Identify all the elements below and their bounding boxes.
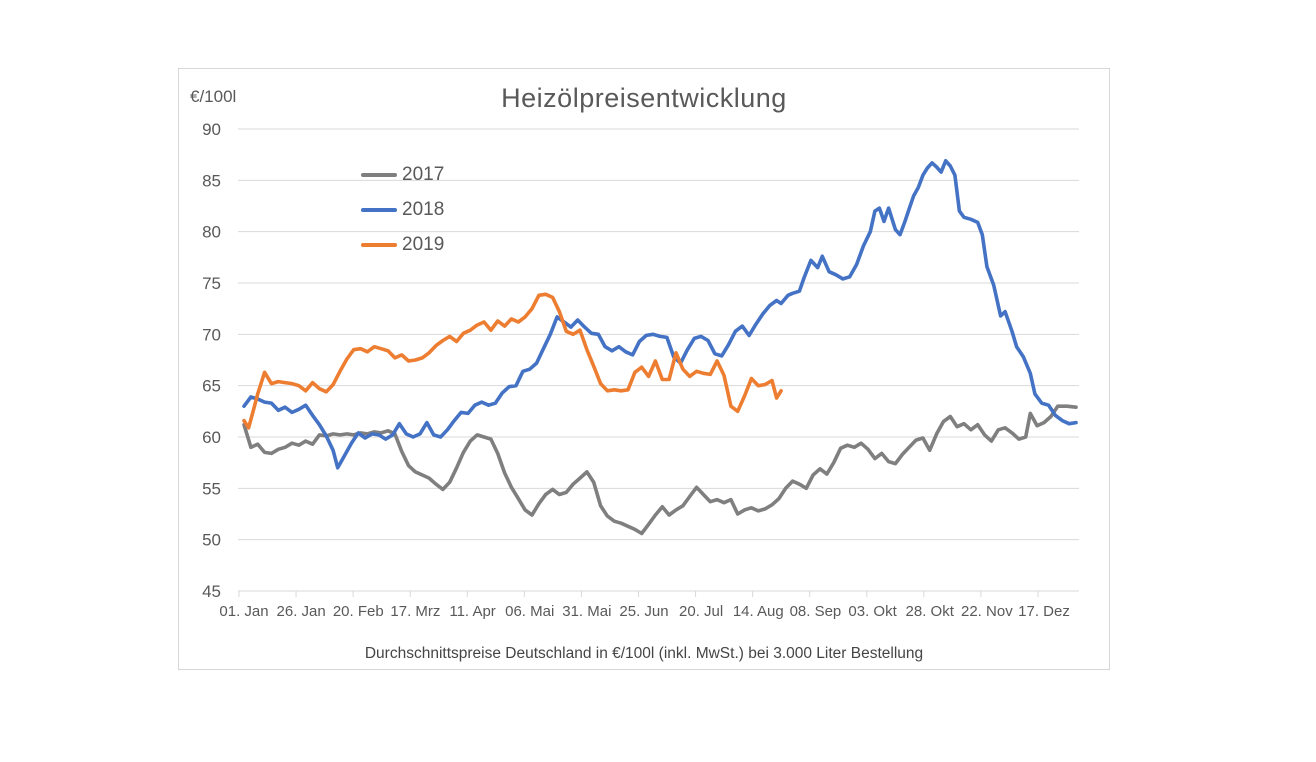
svg-text:85: 85: [202, 171, 221, 190]
chart-caption: Durchschnittspreise Deutschland in €/100…: [364, 645, 924, 662]
legend-item-2018: 2018: [361, 192, 444, 227]
chart-panel: 90 85 80 75 70 65 60 55 50 45 01. Jan 26. Jan 20. Fe…: [178, 68, 1110, 670]
svg-text:11. Apr: 11. Apr: [449, 603, 495, 620]
svg-text:17. Mrz: 17. Mrz: [390, 603, 440, 620]
svg-text:08. Sep: 08. Sep: [790, 603, 842, 620]
svg-text:31. Mai: 31. Mai: [562, 603, 611, 620]
y-axis-unit-label: €/100l: [190, 87, 237, 106]
svg-text:26. Jan: 26. Jan: [277, 603, 326, 620]
legend-label: 2019: [402, 233, 445, 255]
svg-text:75: 75: [202, 274, 221, 293]
svg-text:17. Dez: 17. Dez: [1018, 603, 1070, 620]
legend-line-swatch-2018: [361, 207, 397, 212]
svg-text:45: 45: [202, 582, 221, 601]
svg-text:03. Okt: 03. Okt: [848, 603, 897, 620]
svg-text:06. Mai: 06. Mai: [505, 603, 554, 620]
svg-text:90: 90: [202, 120, 221, 139]
svg-text:80: 80: [202, 223, 221, 242]
svg-text:70: 70: [202, 325, 221, 344]
svg-text:20. Jul: 20. Jul: [679, 603, 723, 620]
legend-line-swatch-2017: [361, 172, 397, 177]
svg-text:01. Jan: 01. Jan: [219, 603, 268, 620]
svg-text:50: 50: [202, 531, 221, 550]
chart-legend: 2017 2018 2019: [361, 157, 444, 262]
svg-text:22. Nov: 22. Nov: [961, 603, 1013, 620]
legend-label: 2017: [402, 163, 445, 185]
svg-text:14. Aug: 14. Aug: [733, 603, 784, 620]
legend-item-2019: 2019: [361, 227, 444, 262]
legend-item-2017: 2017: [361, 157, 444, 192]
price-chart: 90 85 80 75 70 65 60 55 50 45 01. Jan 26. Jan 20. Fe…: [202, 120, 1079, 620]
svg-text:28. Okt: 28. Okt: [906, 603, 955, 620]
svg-text:20. Feb: 20. Feb: [333, 603, 384, 620]
svg-text:55: 55: [202, 479, 221, 498]
legend-line-swatch-2019: [361, 242, 397, 247]
chart-title: Heizölpreisentwicklung: [501, 83, 787, 113]
legend-label: 2018: [402, 198, 445, 220]
svg-text:65: 65: [202, 377, 221, 396]
svg-text:60: 60: [202, 428, 221, 447]
svg-text:25. Jun: 25. Jun: [619, 603, 668, 620]
